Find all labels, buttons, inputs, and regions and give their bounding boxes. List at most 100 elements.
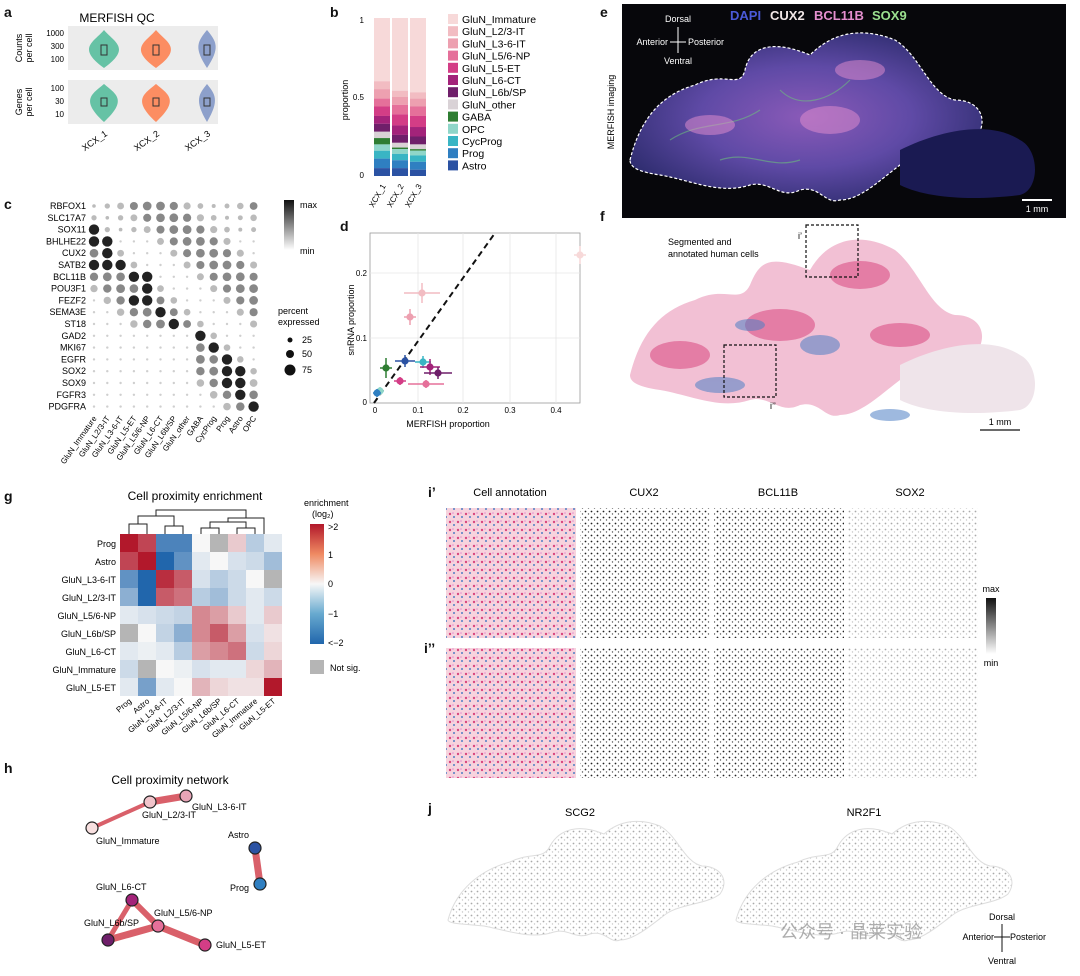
gene-label: ST18 (64, 319, 86, 329)
h-node-l6ct: GluN_L6-CT (96, 882, 147, 892)
expression-dot (183, 320, 192, 328)
expression-dot (236, 308, 244, 316)
heat-cell (246, 678, 264, 696)
expression-dot (172, 370, 175, 373)
expression-dot (182, 213, 192, 222)
e-compass-ventral: Ventral (664, 56, 692, 66)
d-xtick-1: 0 (373, 406, 378, 415)
d-ytick-1: 0 (363, 398, 368, 407)
gene-label: PDGFRA (48, 402, 86, 412)
expression-dot (103, 296, 111, 305)
legend-label: GluN_L6-CT (462, 75, 522, 87)
c-size-title-1: percent (278, 306, 309, 316)
expression-dot (199, 405, 202, 408)
expression-dot (222, 272, 232, 282)
expression-dot (146, 252, 149, 255)
expression-dot (185, 358, 189, 361)
genes-label-1: Genes (14, 88, 24, 115)
gene-label: SOX2 (62, 366, 86, 376)
sample-label-2: XCX_2 (132, 128, 161, 153)
bar-segment (392, 104, 408, 115)
g-legend-title-2: (log₂) (312, 509, 334, 519)
legend-label: GluN_L5-ET (462, 63, 521, 75)
expression-dot (119, 358, 122, 361)
scatter-point (434, 369, 442, 377)
expression-dot (146, 381, 149, 385)
c-scale-min: min (300, 246, 315, 256)
b-sample-3: XCX_3 (403, 182, 424, 209)
scatter-point (422, 380, 430, 388)
panel-label-e: e (600, 4, 608, 20)
expression-dot (222, 284, 232, 293)
expression-dot (172, 393, 175, 396)
scatter-point (419, 358, 427, 366)
expression-dot (89, 272, 99, 281)
heat-row-label: GluN_L6-CT (65, 647, 116, 657)
expression-dot (236, 402, 245, 411)
g-notsig-swatch (310, 660, 324, 674)
heat-cell (210, 642, 228, 660)
bar-segment (392, 114, 408, 126)
legend-label: GluN_L5/6-NP (462, 51, 530, 63)
heat-cell (192, 660, 210, 678)
g-title: Cell proximity enrichment (128, 489, 263, 503)
expression-dot (143, 319, 152, 329)
expression-dot (105, 215, 110, 220)
heat-row-label: GluN_L6b/SP (61, 629, 116, 639)
heat-cell (120, 552, 138, 570)
expression-dot (197, 203, 204, 209)
expression-dot (212, 405, 215, 408)
expression-dot (106, 346, 109, 349)
legend-swatch (448, 136, 458, 146)
expression-dot (169, 213, 179, 223)
heat-cell (138, 588, 156, 606)
heat-cell (156, 678, 174, 696)
expression-dot (196, 225, 205, 234)
expression-dot (252, 358, 255, 361)
expression-dot (236, 249, 244, 257)
expression-dot (159, 252, 162, 255)
heat-cell (264, 552, 282, 570)
g-tick-1: 1 (328, 550, 333, 560)
panel-b-stacked-bars: proportion 1 0.5 0 XCX_1 XCX_2 XCX_3 Glu… (340, 14, 536, 209)
expression-dot (250, 320, 258, 328)
heat-cell (228, 534, 246, 552)
expression-dot (155, 307, 166, 318)
heat-cell (246, 570, 264, 588)
expression-dot (128, 295, 140, 306)
expression-dot (159, 334, 162, 337)
expression-dot (209, 237, 218, 246)
expression-dot (117, 249, 124, 257)
expression-dot (106, 311, 109, 314)
expression-dot (210, 226, 218, 234)
d-xtick-2: 0.1 (412, 406, 424, 415)
i-header-cux2: CUX2 (629, 487, 658, 499)
expression-dot (116, 272, 125, 282)
heat-cell (192, 552, 210, 570)
legend-swatch (448, 50, 458, 61)
expression-dot (106, 381, 109, 385)
expression-dot (172, 275, 175, 278)
expression-dot (212, 322, 215, 326)
expression-dot (224, 226, 230, 233)
i1-sox2-image (848, 508, 978, 638)
expression-dot (119, 346, 122, 349)
expression-dot (185, 334, 189, 337)
expression-dot (129, 201, 138, 211)
expression-dot (209, 355, 218, 364)
j-nr2f1-image (735, 820, 1013, 942)
expression-dot (92, 334, 96, 337)
i1-bcl11b-image (714, 508, 844, 638)
expression-dot (236, 296, 245, 305)
sample-label-3: XCX_3 (183, 128, 212, 153)
j-compass: Dorsal Ventral Anterior Posterior (962, 912, 1046, 966)
expression-dot (196, 355, 205, 364)
panel-d-scatter: 0 0.1 0.2 0.3 0.4 0 0.1 0.2 MERFISH prop… (346, 232, 586, 429)
bar-segment (392, 149, 408, 154)
expression-dot (221, 354, 233, 365)
heat-cell (156, 570, 174, 588)
e-compass-dorsal: Dorsal (665, 14, 691, 24)
legend-swatch (448, 26, 458, 37)
panel-label-c: c (4, 196, 12, 212)
expression-dot (182, 225, 192, 234)
